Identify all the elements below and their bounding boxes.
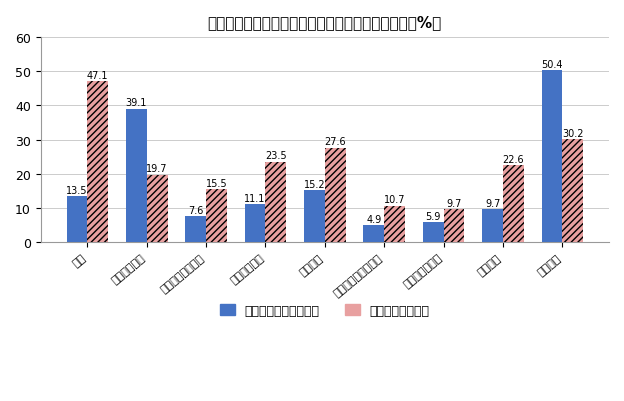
Bar — [87, 82, 108, 243]
Text: 39.1: 39.1 — [125, 98, 147, 108]
Text: 19.7: 19.7 — [147, 164, 168, 174]
Bar — [325, 148, 346, 243]
Bar — [542, 71, 562, 243]
Bar — [444, 209, 464, 243]
Bar — [363, 226, 384, 243]
Text: 50.4: 50.4 — [541, 59, 563, 69]
Text: 9.7: 9.7 — [485, 198, 500, 208]
Text: 5.9: 5.9 — [426, 211, 441, 221]
Bar — [67, 196, 87, 243]
Bar — [423, 223, 444, 243]
Bar — [304, 191, 325, 243]
Text: 9.7: 9.7 — [446, 198, 462, 208]
Text: 13.5: 13.5 — [66, 185, 88, 195]
Bar — [265, 162, 286, 243]
Title: 経済制度・政策の先行き不透明感・経営への影響（%）: 経済制度・政策の先行き不透明感・経営への影響（%） — [208, 15, 442, 30]
Bar — [562, 140, 583, 243]
Text: 27.6: 27.6 — [324, 137, 346, 147]
Bar — [245, 205, 265, 243]
Legend: 非常に不透明感がある, 非常に影響がある: 非常に不透明感がある, 非常に影響がある — [215, 299, 435, 322]
Bar — [482, 209, 503, 243]
Bar — [384, 206, 405, 243]
Text: 15.5: 15.5 — [206, 178, 227, 188]
Text: 4.9: 4.9 — [366, 215, 381, 225]
Text: 47.1: 47.1 — [87, 71, 109, 81]
Bar — [126, 109, 147, 243]
Text: 7.6: 7.6 — [188, 205, 203, 215]
Text: 10.7: 10.7 — [384, 195, 406, 205]
Text: 22.6: 22.6 — [502, 154, 524, 164]
Text: 11.1: 11.1 — [245, 193, 266, 203]
Bar — [185, 217, 206, 243]
Bar — [147, 175, 167, 243]
Text: 15.2: 15.2 — [304, 179, 325, 189]
Text: 23.5: 23.5 — [265, 151, 286, 161]
Bar — [503, 166, 524, 243]
Text: 30.2: 30.2 — [562, 128, 583, 138]
Bar — [206, 190, 227, 243]
